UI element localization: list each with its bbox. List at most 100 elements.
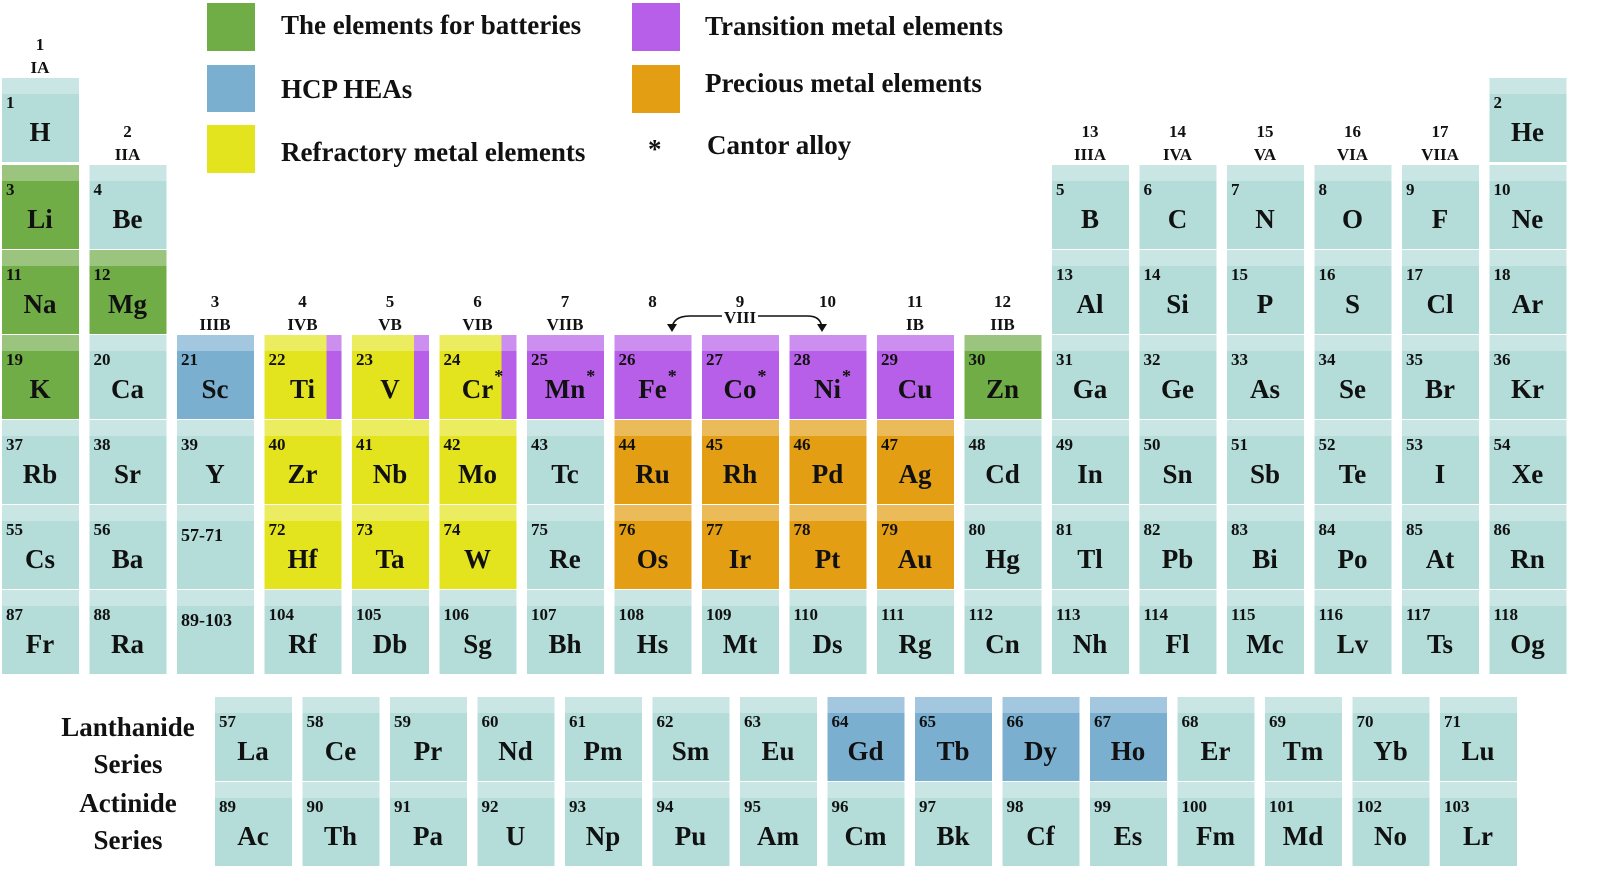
atomic-number: 54 [1494, 435, 1512, 454]
cell-top-band [740, 697, 817, 713]
atomic-number: 25 [531, 350, 548, 369]
element-cell [1314, 250, 1392, 334]
element-cell [302, 697, 380, 781]
atomic-number: 19 [6, 350, 23, 369]
element-cell [1052, 420, 1129, 504]
atomic-number: 46 [794, 435, 811, 454]
element-cell [1139, 250, 1217, 334]
cell-top-band [177, 505, 254, 521]
element-symbol: K [29, 374, 50, 404]
atomic-number: 86 [1494, 520, 1511, 539]
cell-top-band [1177, 697, 1255, 713]
atomic-number: 45 [706, 435, 723, 454]
element-symbol: Db [373, 629, 408, 659]
element-cell [1227, 505, 1304, 589]
cell-top-band [1139, 420, 1217, 436]
element-symbol: Br [1425, 374, 1455, 404]
cell-top-band [964, 335, 1042, 351]
cell-top-band [1227, 590, 1304, 606]
element-symbol: Sm [672, 736, 710, 766]
atomic-number: 81 [1056, 520, 1073, 539]
atomic-number: 85 [1406, 520, 1423, 539]
cell-top-band [1139, 505, 1217, 521]
element-symbol: Tc [551, 459, 579, 489]
element-symbol: Ir [729, 544, 752, 574]
element-symbol: Yb [1373, 736, 1408, 766]
cell-top-band [789, 505, 867, 521]
element-symbol: Be [113, 204, 143, 234]
element-symbol: Ra [111, 629, 144, 659]
group-number: 13 [1082, 122, 1099, 141]
element-cell [915, 697, 992, 781]
cantor-mark: * [758, 366, 767, 386]
cell-top-band [352, 420, 429, 436]
cell-stripe [501, 335, 517, 419]
element-cell [527, 590, 604, 674]
atomic-number: 37 [6, 435, 24, 454]
element-cell [1139, 165, 1217, 249]
cell-top-band [1314, 335, 1392, 351]
element-cell [2, 165, 79, 249]
element-symbol: C [1168, 204, 1188, 234]
element-symbol: Ts [1427, 629, 1453, 659]
element-cell [390, 782, 467, 866]
group-label: VIIB [547, 315, 584, 334]
group-number: 9 [736, 292, 745, 311]
element-symbol: Hs [637, 629, 669, 659]
element-symbol: Ar [1512, 289, 1543, 319]
legend-label: Cantor alloy [707, 130, 852, 160]
element-symbol: Ba [112, 544, 144, 574]
element-symbol: In [1077, 459, 1103, 489]
atomic-number: 23 [356, 350, 373, 369]
atomic-number: 96 [832, 797, 849, 816]
element-symbol: Re [549, 544, 580, 574]
cell-top-band [215, 697, 292, 713]
element-symbol: Bk [936, 821, 969, 851]
atomic-number: 62 [657, 712, 674, 731]
element-symbol: O [1342, 204, 1363, 234]
element-cell [439, 590, 517, 674]
atomic-number: 44 [619, 435, 637, 454]
element-cell [614, 590, 692, 674]
element-cell [614, 420, 692, 504]
element-cell [1352, 782, 1430, 866]
element-symbol: Ne [1512, 204, 1543, 234]
atomic-number: 29 [881, 350, 898, 369]
cell-top-band [1265, 697, 1342, 713]
element-cell [2, 335, 79, 419]
atomic-number: 27 [706, 350, 724, 369]
element-symbol: Nb [373, 459, 408, 489]
cell-top-band [1489, 78, 1567, 94]
element-symbol: Fm [1196, 821, 1235, 851]
cell-top-band [352, 590, 429, 606]
cell-top-band [302, 782, 380, 798]
element-cell [1440, 697, 1517, 781]
cell-top-band [1052, 505, 1129, 521]
cell-top-band [264, 505, 342, 521]
label-bg [722, 309, 758, 325]
element-cell [1402, 250, 1479, 334]
atomic-number: 20 [94, 350, 111, 369]
atomic-number: 11 [6, 265, 22, 284]
element-cell [264, 420, 342, 504]
cell-top-band [1002, 782, 1080, 798]
cell-top-band [264, 420, 342, 436]
element-cell [1314, 590, 1392, 674]
cantor-mark: * [586, 366, 595, 386]
element-cell [1002, 697, 1080, 781]
group-number: 17 [1432, 122, 1450, 141]
cell-top-band [177, 335, 254, 351]
cell-top-band [1227, 165, 1304, 181]
cell-top-band [439, 335, 517, 351]
group-label: VIA [1337, 145, 1369, 164]
cell-top-band [1139, 335, 1217, 351]
atomic-number: 103 [1444, 797, 1470, 816]
element-symbol: Nd [498, 736, 533, 766]
element-cell [1139, 505, 1217, 589]
atomic-number: 24 [444, 350, 462, 369]
cell-top-band [1177, 782, 1255, 798]
atomic-number: 76 [619, 520, 636, 539]
range-label: 57-71 [181, 525, 223, 545]
element-symbol: Tm [1283, 736, 1324, 766]
